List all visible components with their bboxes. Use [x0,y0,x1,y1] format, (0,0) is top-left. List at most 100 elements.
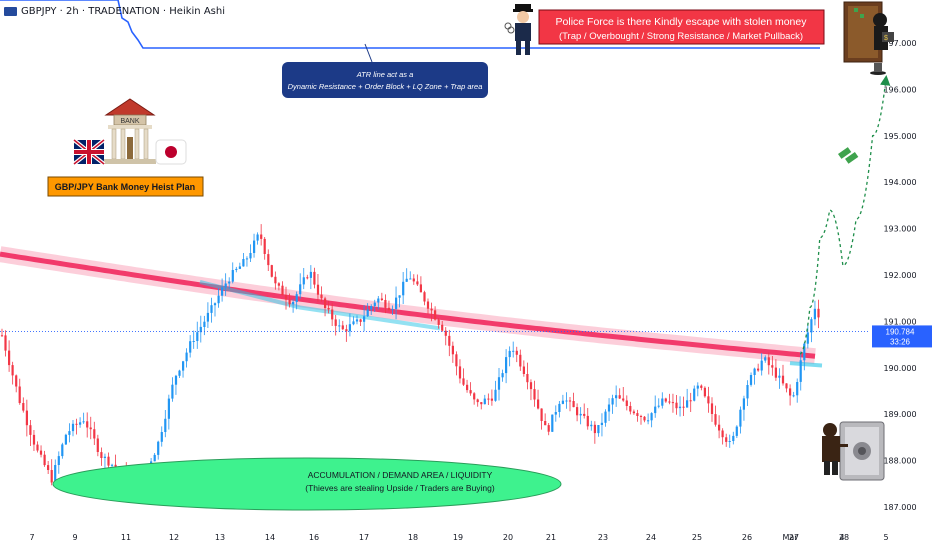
candle-body [270,265,273,277]
candle-body [469,390,472,394]
candle-body [458,366,462,379]
candle-body [483,398,486,405]
candle-body [263,238,266,254]
candle-body [419,284,422,293]
candle-body [405,278,408,282]
time-axis: 7 9 11 12 13 14 16 17 18 19 20 21 23 24 25 26 27 28 Mar 4 5 [29,533,888,542]
escape-subtitle: (Trap / Overbought / Strong Resistance /… [559,31,803,42]
time-tick-label: 13 [215,533,225,542]
candle-body [725,437,728,442]
candle-body [228,281,231,284]
candle-body [671,402,674,404]
candle-body [490,398,493,401]
time-tick-label: Mar [782,533,798,542]
candle-body [355,319,359,322]
candle-body [341,325,344,330]
candle-body [774,367,777,378]
candle-body [160,432,163,442]
candle-body [441,324,444,331]
candle-body [185,352,188,362]
price-tick-label: 191.000 [883,317,916,326]
candle-body [210,305,213,313]
candle-body [636,413,639,416]
time-tick-label: 12 [169,533,179,542]
time-tick-label: 21 [546,533,556,542]
candle-body [611,398,614,405]
candle-body [249,253,252,259]
candle-body [196,332,199,341]
candle-body [25,410,28,426]
candle-body [480,402,483,405]
candle-body [167,398,170,419]
candle-body [284,295,288,300]
candle-body [682,406,685,408]
candle-body [572,401,575,408]
candle-body [57,456,60,465]
candle-body [82,421,85,423]
candle-body [707,396,710,404]
moving-average-band [0,246,816,365]
candle-body [43,454,46,466]
candle-body [409,278,412,280]
candle-body [703,387,706,397]
candle-body [174,375,178,385]
candle-body [604,411,607,423]
candle-body [771,365,774,368]
candle-body [395,297,398,309]
symbol-header: GBPJPY · 2h · TRADENATION · Heikin Ashi [4,6,225,17]
atr-callout: ATR line act as a Dynamic Resistance + O… [282,43,488,98]
time-tick-label: 28 [839,533,849,542]
uk-flag-icon [72,138,106,166]
candle-body [54,465,57,483]
japan-flag-icon [155,139,187,165]
candle-body [327,308,330,310]
candle-body [245,258,249,260]
candle-body [103,456,106,458]
candle-body [778,375,781,378]
candle-body [334,319,337,326]
candle-body [607,404,611,412]
candle-body [267,254,270,266]
candle-body [0,335,4,337]
time-tick-label: 27 [789,533,799,542]
candle-body [551,414,554,432]
candle-body [508,350,511,358]
countdown-value: 33:26 [890,337,911,346]
candle-body [714,414,717,425]
police-icon [504,4,533,55]
candle-body [206,312,209,322]
thief-door-icon: $ [843,1,894,75]
candle-body [242,259,245,267]
candle-body [231,270,234,282]
candle-body [86,421,89,428]
current-price-value: 190.784 [886,327,915,336]
candle-body [306,277,309,279]
candle-body [810,319,813,333]
candle-body [260,234,263,239]
candle-body [36,444,39,451]
atr-step-line [0,0,820,49]
candle-body [100,452,103,458]
candle-body [718,424,721,431]
candle-body [600,422,603,425]
candle-body [462,378,465,385]
candle-body [593,424,596,434]
candle-body [647,420,650,422]
price-tick-label: 197.000 [883,39,916,48]
candle-body [533,389,536,400]
candle-body [753,368,756,375]
candle-body [29,425,32,435]
cyan-band-line [199,280,441,331]
candle-body [526,374,529,383]
candle-body [813,308,816,320]
candle-body [331,309,334,320]
heist-plan-text: GBP/JPY Bank Money Heist Plan [55,182,195,192]
candle-body [68,431,71,435]
candle-body [398,295,401,298]
candle-body [309,271,312,278]
candle-body [164,418,167,432]
candle-body [796,382,799,396]
candle-body [728,441,731,442]
candle-body [316,284,320,295]
